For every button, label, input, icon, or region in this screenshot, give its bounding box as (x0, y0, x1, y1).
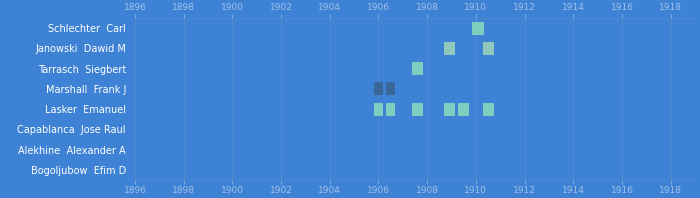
Bar (473, 22, 484, 35)
Bar (386, 103, 396, 116)
Bar (444, 42, 454, 55)
Bar (374, 82, 383, 95)
Bar (482, 103, 493, 116)
Bar (482, 42, 493, 55)
Bar (412, 62, 423, 75)
Bar (458, 103, 469, 116)
Bar (374, 103, 383, 116)
Bar (412, 103, 423, 116)
Bar (444, 103, 454, 116)
Bar (386, 82, 396, 95)
